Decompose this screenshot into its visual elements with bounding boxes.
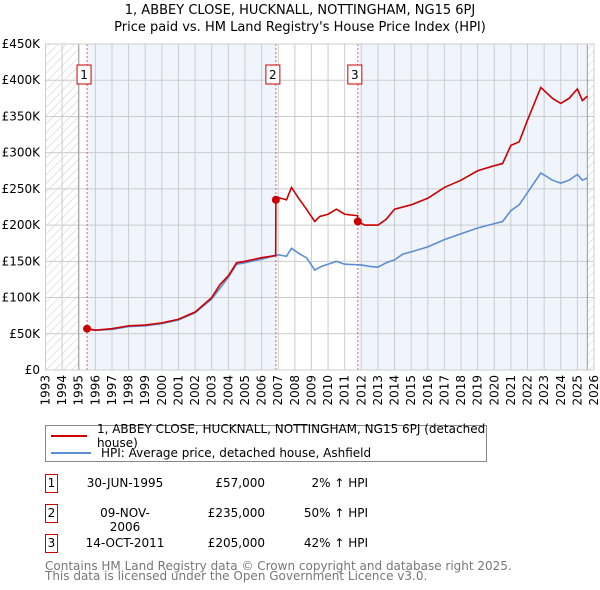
sale-label: 2 [269,68,277,82]
sale-point [271,195,280,204]
x-tick-label: 2026 [587,375,600,406]
transaction-price: £235,000 [207,506,265,520]
x-tick-label: 2002 [188,375,202,406]
transaction-price: £205,000 [207,536,265,550]
x-tick-label: 2011 [338,375,352,406]
x-tick-label: 2007 [271,375,285,406]
chart-subtitle: Price paid vs. HM Land Registry's House … [114,20,486,35]
x-tick-label: 2020 [487,375,501,406]
x-tick-label: 2025 [570,375,584,406]
hpi-line [86,171,588,331]
x-tick-label: 2018 [454,375,468,406]
x-tick-label: 2003 [205,375,219,406]
y-tick-label: £300K [2,146,42,160]
transaction-row: 3 14-OCT-2011 £205,000 42% ↑ HPI [45,534,445,554]
y-tick-label: £50K [9,327,41,341]
x-tick-label: 1995 [72,375,86,406]
property-price-line [86,86,588,331]
x-tick-label: 2005 [238,375,252,406]
transaction-hpi-change: 50% ↑ HPI [303,506,368,520]
legend-swatch-property [51,435,87,437]
x-tick-label: 2013 [371,375,385,406]
transaction-row: 1 30-JUN-1995 £57,000 2% ↑ HPI [45,474,445,494]
shaded-period [87,44,276,370]
x-tick-label: 2019 [471,375,485,406]
x-tick-label: 2014 [388,375,402,406]
y-tick-label: £150K [2,254,42,268]
legend-item-property: 1, ABBEY CLOSE, HUCKNALL, NOTTINGHAM, NG… [51,422,486,450]
transaction-row: 2 09-NOV-2006 £235,000 50% ↑ HPI [45,504,445,534]
sale-point [353,217,362,226]
y-tick-label: £450K [2,37,42,51]
x-tick-label: 2022 [521,375,535,406]
sale-point [83,324,92,333]
transaction-hpi-change: 2% ↑ HPI [311,476,368,490]
plot-border [45,43,595,371]
transaction-marker: 2 [45,504,58,523]
transaction-marker: 3 [45,534,58,553]
x-tick-label: 2023 [537,375,551,406]
transaction-price: £57,000 [215,476,265,490]
transaction-date: 14-OCT-2011 [85,536,165,550]
x-tick-label: 2024 [554,375,568,406]
sale-label-box [347,64,363,85]
legend-item-hpi: HPI: Average price, detached house, Ashf… [51,445,371,461]
y-tick-label: £200K [2,218,42,232]
x-tick-label: 2021 [504,375,518,406]
x-tick-label: 1999 [138,375,152,406]
x-tick-label: 2001 [171,375,185,406]
chart-title: 1, ABBEY CLOSE, HUCKNALL, NOTTINGHAM, NG… [124,3,476,18]
x-tick-label: 1997 [105,375,119,406]
shaded-period [357,44,588,370]
x-tick-label: 2009 [304,375,318,406]
x-tick-label: 1998 [122,375,136,406]
transaction-hpi-change: 42% ↑ HPI [303,536,368,550]
x-tick-label: 2008 [288,375,302,406]
x-tick-label: 2010 [321,375,335,406]
legend: 1, ABBEY CLOSE, HUCKNALL, NOTTINGHAM, NG… [45,422,487,462]
y-tick-label: £350K [2,109,42,123]
transaction-date: 09-NOV-2006 [100,506,150,534]
footer-copyright: Contains HM Land Registry data © Crown c… [45,559,512,573]
legend-label-property: 1, ABBEY CLOSE, HUCKNALL, NOTTINGHAM, NG… [96,422,486,450]
x-tick-label: 1994 [55,375,69,406]
transaction-marker: 1 [45,474,58,493]
y-tick-label: £250K [2,182,42,196]
y-tick-label: £100K [2,291,42,305]
x-tick-label: 2015 [404,375,418,406]
x-tick-label: 2016 [421,375,435,406]
x-tick-label: 2004 [221,375,235,406]
hatched-region-after [587,44,594,370]
x-tick-label: 1993 [39,375,53,406]
sale-label-box [76,64,92,85]
x-tick-label: 2012 [354,375,368,406]
legend-swatch-hpi [51,452,91,454]
legend-label-hpi: HPI: Average price, detached house, Ashf… [101,446,372,460]
sale-label: 3 [351,68,359,82]
transaction-date: 30-JUN-1995 [86,476,164,490]
footer-licence: This data is licensed under the Open Gov… [45,569,428,583]
x-tick-label: 2000 [155,375,169,406]
y-tick-label: £0 [25,363,40,377]
y-tick-label: £400K [2,73,42,87]
x-tick-label: 2017 [437,375,451,406]
sale-label-box [265,64,281,85]
sale-label: 1 [80,68,88,82]
x-tick-label: 2006 [255,375,269,406]
price-chart: 1993 1994 1995 1996 1997 1998 1999 2000 2001 2002… [2,37,600,406]
x-tick-label: 1996 [88,375,102,406]
